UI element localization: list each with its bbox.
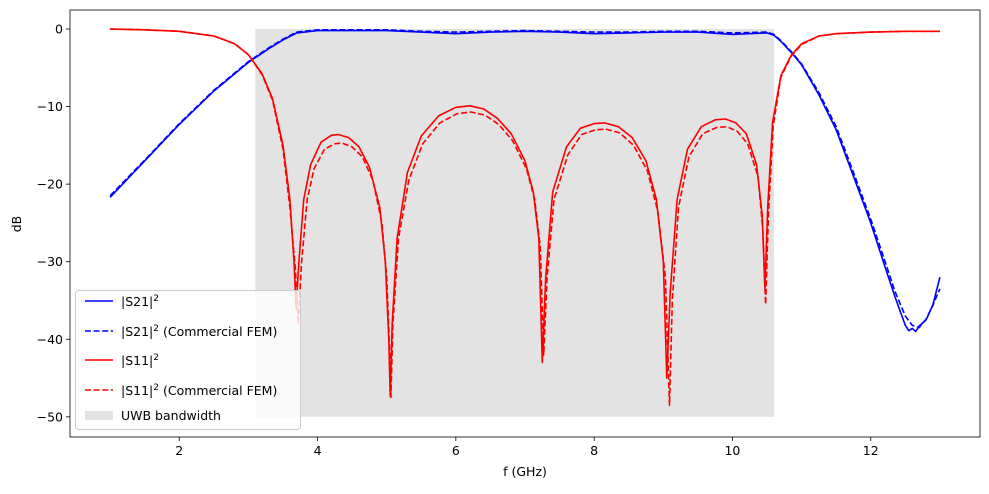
legend-label-3: |S11|2 (Commercial FEM) [121,383,277,398]
y-tick-label: 0 [55,22,63,37]
y-tick-label: −20 [37,177,63,192]
y-tick-label: −50 [37,409,63,424]
x-tick-label: 2 [175,443,183,458]
x-tick-label: 6 [452,443,460,458]
y-axis-label: dB [9,216,24,233]
legend-label-uwb: UWB bandwidth [121,408,221,423]
legend: |S21|2 |S21|2 (Commercial FEM) |S11|2 |S11|… [75,290,301,430]
x-tick-label: 4 [314,443,322,458]
legend-label-1: |S21|2 (Commercial FEM) [121,324,277,339]
series-line-1 [109,28,941,329]
legend-label-2: |S11|2 [121,353,159,368]
series-line-3 [110,28,940,407]
x-tick-label: 10 [724,443,740,458]
y-tick-label: −30 [37,254,63,269]
y-tick-label: −40 [37,332,63,347]
legend-label-0: |S21|2 [121,294,159,309]
x-tick-label: 12 [863,443,879,458]
y-tick-label: −10 [37,99,63,114]
x-tick-label: 8 [590,443,598,458]
legend-patch-uwb [85,411,113,420]
uwb-bandwidth-region [255,29,774,417]
legend-box [75,290,301,430]
plot-frame [69,9,981,438]
x-axis-label: f (GHz) [503,464,547,479]
